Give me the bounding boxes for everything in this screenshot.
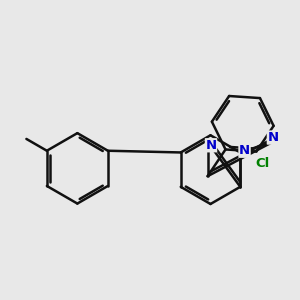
Text: Cl: Cl (255, 158, 270, 170)
Text: N: N (267, 131, 278, 144)
Text: N: N (239, 144, 250, 157)
Text: N: N (206, 139, 217, 152)
